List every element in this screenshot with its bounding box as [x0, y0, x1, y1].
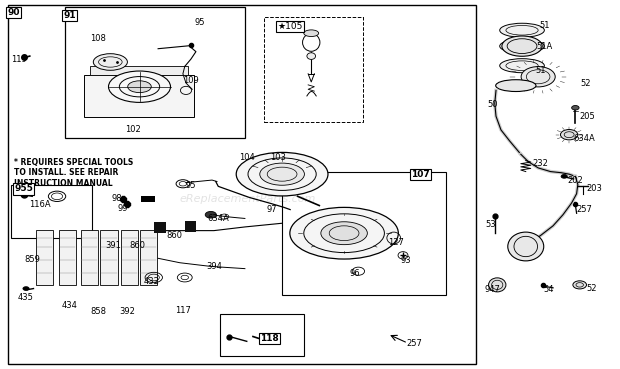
- Ellipse shape: [205, 211, 216, 218]
- Text: 127: 127: [388, 238, 404, 247]
- Bar: [220, 314, 304, 356]
- Text: 203: 203: [586, 184, 602, 193]
- Text: eReplacementParts.com: eReplacementParts.com: [180, 194, 316, 204]
- Text: 53: 53: [485, 220, 497, 229]
- Bar: [84, 75, 194, 117]
- Ellipse shape: [108, 71, 171, 102]
- Text: 205: 205: [580, 112, 596, 121]
- Text: * REQUIRES SPECIAL TOOLS
TO INSTALL. SEE REPAIR
INSTRUCTION MANUAL: * REQUIRES SPECIAL TOOLS TO INSTALL. SEE…: [14, 158, 133, 188]
- Ellipse shape: [572, 106, 579, 110]
- Ellipse shape: [496, 80, 536, 92]
- Bar: [81, 230, 98, 285]
- Text: 634A: 634A: [573, 134, 595, 143]
- Text: 435: 435: [18, 293, 34, 301]
- Bar: [282, 172, 446, 295]
- Text: 118: 118: [260, 334, 279, 343]
- Text: 96: 96: [349, 269, 360, 278]
- Text: 119: 119: [11, 55, 27, 63]
- Ellipse shape: [23, 287, 29, 290]
- Text: 634A: 634A: [207, 214, 229, 223]
- Text: 116A: 116A: [30, 200, 51, 209]
- Bar: [121, 230, 138, 285]
- Text: 117: 117: [175, 306, 191, 315]
- Bar: [141, 196, 155, 202]
- Text: ★105: ★105: [278, 22, 303, 31]
- Text: 90: 90: [7, 8, 20, 17]
- Text: 98: 98: [111, 194, 122, 203]
- Text: 394: 394: [206, 262, 222, 271]
- Ellipse shape: [500, 23, 544, 37]
- Text: 860: 860: [167, 231, 183, 240]
- Bar: [264, 17, 363, 122]
- Text: 434: 434: [61, 301, 78, 310]
- Ellipse shape: [521, 67, 555, 87]
- Text: 51: 51: [536, 66, 546, 75]
- Ellipse shape: [573, 281, 587, 289]
- Bar: [185, 221, 196, 232]
- Text: 232: 232: [533, 159, 549, 168]
- Bar: [36, 230, 53, 285]
- Text: 257: 257: [406, 339, 422, 348]
- Ellipse shape: [321, 222, 367, 245]
- Text: 93: 93: [401, 256, 412, 265]
- Text: 51: 51: [539, 21, 549, 30]
- Text: 391: 391: [105, 241, 121, 250]
- Ellipse shape: [290, 207, 399, 259]
- Text: 102: 102: [125, 125, 141, 134]
- Ellipse shape: [236, 152, 328, 196]
- Bar: [154, 222, 166, 233]
- Bar: [11, 184, 92, 238]
- Text: 95: 95: [195, 18, 205, 27]
- Text: 392: 392: [119, 307, 135, 316]
- Ellipse shape: [260, 163, 304, 185]
- Text: 858: 858: [90, 307, 106, 316]
- Text: 955: 955: [14, 184, 33, 193]
- Bar: [267, 337, 279, 344]
- Text: 104: 104: [239, 154, 255, 162]
- Text: 91: 91: [63, 11, 76, 20]
- Ellipse shape: [128, 81, 151, 93]
- Text: 860: 860: [130, 241, 146, 250]
- Ellipse shape: [500, 39, 544, 53]
- Bar: [65, 7, 245, 138]
- Ellipse shape: [93, 54, 128, 70]
- Text: 947: 947: [485, 285, 501, 294]
- Ellipse shape: [489, 278, 506, 292]
- Ellipse shape: [561, 175, 567, 178]
- Ellipse shape: [307, 53, 316, 59]
- Ellipse shape: [508, 232, 544, 261]
- Text: 257: 257: [576, 205, 592, 214]
- Text: 859: 859: [24, 255, 40, 263]
- Text: 97: 97: [266, 205, 277, 214]
- Text: 107: 107: [411, 170, 430, 179]
- Text: 52: 52: [587, 284, 597, 293]
- Text: 103: 103: [270, 154, 286, 162]
- Text: 54: 54: [544, 285, 554, 294]
- Ellipse shape: [560, 130, 578, 140]
- Text: 99: 99: [118, 204, 128, 213]
- Text: 432: 432: [144, 277, 160, 286]
- Bar: [90, 66, 188, 75]
- Text: 108: 108: [90, 34, 106, 43]
- Text: 52: 52: [581, 79, 591, 87]
- Text: 51A: 51A: [536, 42, 552, 51]
- Ellipse shape: [502, 36, 542, 56]
- Bar: [140, 230, 157, 285]
- Text: 95: 95: [186, 181, 196, 190]
- Text: 109: 109: [183, 76, 199, 85]
- Text: 50: 50: [488, 100, 498, 108]
- Ellipse shape: [500, 59, 544, 73]
- Bar: [8, 5, 476, 364]
- Text: 202: 202: [567, 176, 583, 184]
- Ellipse shape: [304, 30, 319, 37]
- Bar: [100, 230, 118, 285]
- Bar: [59, 230, 76, 285]
